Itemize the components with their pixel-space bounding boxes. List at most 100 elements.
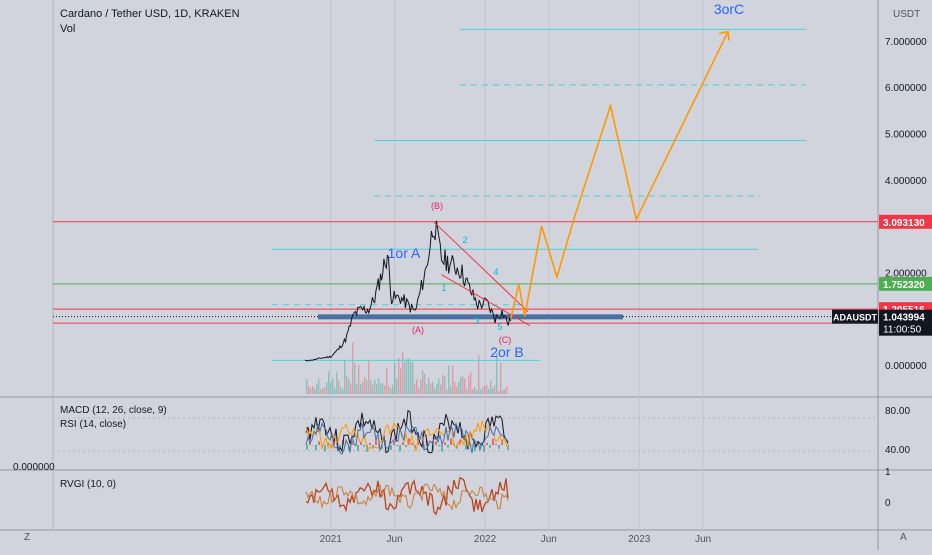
volume-bar xyxy=(376,384,377,394)
volume-bar xyxy=(506,386,507,394)
volume-bar xyxy=(502,390,503,394)
macd-label: MACD (12, 26, close, 9) xyxy=(60,405,167,416)
volume-bar xyxy=(448,365,449,394)
volume-bar xyxy=(430,384,431,394)
volume-bar xyxy=(486,385,487,394)
macd-histogram-bar xyxy=(399,445,401,451)
volume-bar xyxy=(408,359,409,394)
macd-histogram-bar xyxy=(411,443,413,445)
macd-histogram-bar xyxy=(483,445,485,452)
volume-bar xyxy=(398,358,399,394)
y-tick-label: 7.000000 xyxy=(885,37,927,48)
volume-bar xyxy=(444,376,445,394)
volume-bar xyxy=(356,383,357,394)
volume-bar xyxy=(372,384,373,394)
countdown-value: 11:00:50 xyxy=(883,325,922,336)
rvgi-tick-label: 0 xyxy=(885,498,891,509)
volume-bar xyxy=(344,360,345,394)
volume-bar xyxy=(358,365,359,394)
volume-bar xyxy=(326,383,327,394)
volume-bar xyxy=(440,385,441,394)
volume-bar xyxy=(340,387,341,394)
volume-bar xyxy=(452,365,453,394)
volume-bar xyxy=(464,378,465,394)
price-badge-label: 3.093130 xyxy=(883,218,925,229)
volume-bar xyxy=(416,379,417,394)
volume-bar xyxy=(346,376,347,394)
wave-b-label: (B) xyxy=(431,201,443,211)
volume-bar xyxy=(454,382,455,394)
volume-bar xyxy=(384,385,385,394)
volume-bar xyxy=(338,380,339,394)
volume-bar xyxy=(350,383,351,394)
macd-tick-label: 80.00 xyxy=(885,406,910,417)
volume-bar xyxy=(362,382,363,394)
volume-bar xyxy=(404,362,405,394)
volume-bar xyxy=(336,372,337,394)
volume-bar xyxy=(474,387,475,394)
pane-left-value: 0.000000 xyxy=(13,462,55,473)
macd-histogram-bar xyxy=(465,445,467,450)
macd-histogram-bar xyxy=(405,445,407,447)
macd-histogram-bar xyxy=(363,445,365,447)
rsi-label: RSI (14, close) xyxy=(60,419,126,430)
auto-scale-button[interactable]: A xyxy=(900,532,907,543)
volume-bar xyxy=(504,389,505,394)
volume-bar xyxy=(374,380,375,394)
volume-bar xyxy=(306,379,307,394)
volume-bar xyxy=(370,380,371,394)
wave-1-label: 1 xyxy=(441,283,446,293)
last-price-value: 1.043994 xyxy=(883,313,925,324)
volume-bar xyxy=(332,379,333,394)
volume-bar xyxy=(418,388,419,394)
volume-bar xyxy=(308,386,309,394)
volume-bar xyxy=(402,352,403,394)
volume-bar xyxy=(310,388,311,394)
timezone-button[interactable]: Z xyxy=(24,532,30,543)
macd-histogram-bar xyxy=(390,445,392,450)
volume-bar xyxy=(468,375,469,394)
volume-bar xyxy=(380,384,381,394)
macd-histogram-bar xyxy=(486,443,488,445)
rvgi-tick-label: 1 xyxy=(885,467,891,478)
volume-bar xyxy=(406,359,407,394)
support-bar xyxy=(318,314,623,319)
volume-bar xyxy=(494,385,495,394)
wave-3-label: 3 xyxy=(474,316,479,326)
volume-bar xyxy=(488,389,489,394)
volume-bar xyxy=(394,363,395,394)
volume-bar xyxy=(472,389,473,394)
wave-1-or-a-label: 1or A xyxy=(388,245,421,261)
macd-histogram-bar xyxy=(447,445,449,447)
wave-4-label: 4 xyxy=(493,267,498,277)
volume-bar xyxy=(366,380,367,394)
macd-histogram-bar xyxy=(492,439,494,445)
volume-bar xyxy=(424,374,425,394)
volume-bar xyxy=(442,375,443,394)
volume-bar xyxy=(352,342,353,394)
volume-bar xyxy=(316,384,317,394)
volume-bar xyxy=(324,387,325,394)
volume-bar xyxy=(428,378,429,394)
volume-bar xyxy=(360,384,361,394)
volume-bar xyxy=(318,379,319,394)
volume-bar xyxy=(492,388,493,394)
macd-histogram-bar xyxy=(396,445,398,446)
macd-histogram-bar xyxy=(393,441,395,445)
volume-bar xyxy=(390,389,391,394)
volume-bar xyxy=(420,380,421,394)
volume-bar xyxy=(392,385,393,394)
volume-bar xyxy=(450,386,451,394)
macd-histogram-bar xyxy=(498,445,500,449)
volume-bar xyxy=(342,389,343,394)
volume-bar xyxy=(480,390,481,394)
vol-label: Vol xyxy=(60,23,75,35)
volume-bar xyxy=(396,378,397,394)
volume-bar xyxy=(434,389,435,394)
macd-histogram-bar xyxy=(324,445,326,452)
volume-bar xyxy=(456,387,457,394)
volume-bar xyxy=(334,388,335,394)
macd-histogram-bar xyxy=(495,444,497,445)
